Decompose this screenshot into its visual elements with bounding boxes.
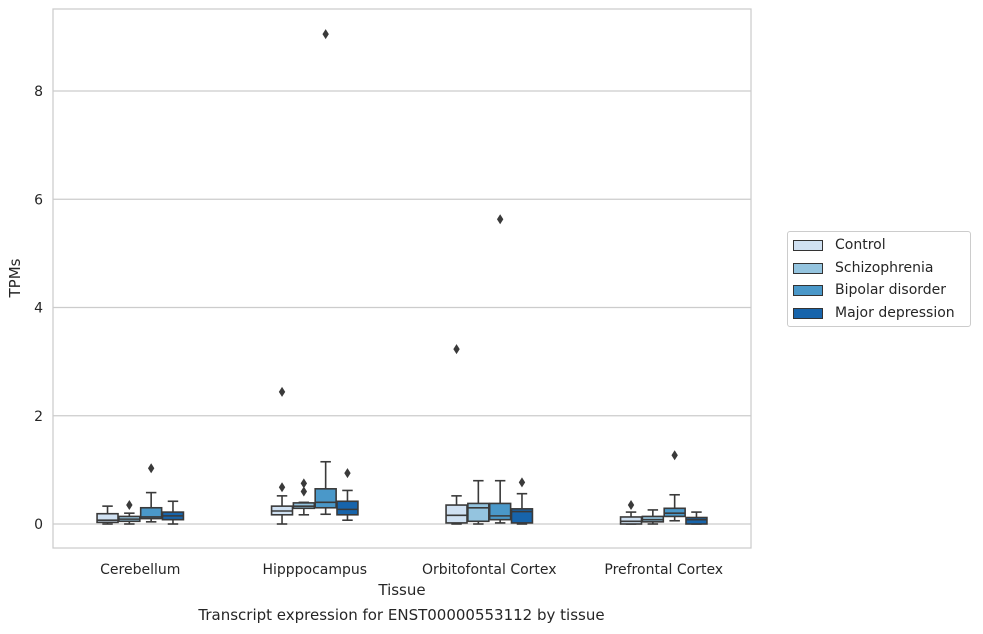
- box-iqr: [336, 500, 359, 516]
- box-schizophrenia: [467, 479, 490, 525]
- y-tick-label: 2: [34, 409, 43, 425]
- legend-item-bipolar-disorder: Bipolar disorder: [793, 280, 946, 300]
- box-outlier: [300, 486, 308, 497]
- y-tick-label: 0: [34, 517, 43, 533]
- box-outlier: [300, 478, 308, 489]
- box-iqr: [139, 506, 163, 520]
- x-axis-label: Tissue: [377, 581, 425, 599]
- x-tick-label: Prefrontal Cortex: [604, 562, 723, 578]
- box-iqr: [619, 516, 643, 525]
- y-tick-labels: 0 2 4 6 8: [34, 84, 43, 533]
- box-iqr: [314, 488, 337, 509]
- box-iqr: [510, 508, 534, 524]
- legend: Control Schizophrenia Bipolar disorder M…: [787, 231, 971, 327]
- box-outlier: [627, 500, 635, 511]
- legend-item-schizophrenia: Schizophrenia: [793, 258, 933, 278]
- y-tick-label: 4: [34, 301, 43, 317]
- box-outlier: [453, 344, 460, 355]
- box-iqr: [96, 512, 119, 524]
- y-axis-label: TPMs: [6, 258, 24, 298]
- box-outlier: [126, 500, 133, 511]
- box-outlier: [278, 386, 286, 397]
- box-major-depression: [161, 500, 185, 525]
- legend-item-control: Control: [793, 235, 886, 255]
- box-outlier: [147, 463, 155, 474]
- legend-swatch-major-depression: [793, 307, 823, 319]
- box-major-depression: [336, 468, 359, 522]
- box-outlier: [496, 214, 504, 225]
- box-series-group: [96, 29, 708, 525]
- box-iqr: [445, 504, 468, 524]
- legend-swatch-control: [793, 239, 823, 251]
- legend-label-major-depression: Major depression: [835, 305, 955, 321]
- plot-frame: [52, 8, 752, 549]
- box-outlier: [518, 477, 526, 488]
- box-schizophrenia: [292, 478, 316, 516]
- y-tick-label: 6: [34, 192, 43, 208]
- box-outlier: [322, 29, 329, 40]
- box-bipolar-disorder: [488, 214, 512, 524]
- chart-caption: Transcript expression for ENST0000055311…: [198, 606, 605, 624]
- box-iqr: [685, 516, 708, 525]
- box-control: [445, 344, 468, 525]
- box-outlier: [671, 450, 678, 461]
- box-control: [619, 500, 643, 525]
- legend-label-control: Control: [835, 237, 886, 253]
- x-tick-label: Cerebellum: [100, 562, 180, 578]
- legend-swatch-bipolar-disorder: [793, 284, 823, 296]
- box-bipolar-disorder: [663, 450, 686, 522]
- x-tick-label: Hipppocampus: [262, 562, 367, 578]
- box-control: [96, 505, 119, 525]
- box-iqr: [663, 507, 686, 518]
- box-major-depression: [510, 477, 534, 525]
- y-tick-label: 8: [34, 84, 43, 100]
- box-iqr: [488, 502, 512, 521]
- box-bipolar-disorder: [314, 29, 337, 516]
- box-outlier: [344, 468, 351, 479]
- box-control: [270, 386, 294, 525]
- legend-swatch-schizophrenia: [793, 262, 823, 274]
- box-schizophrenia: [118, 500, 141, 525]
- box-major-depression: [685, 511, 708, 525]
- plot-background: [53, 9, 751, 548]
- box-schizophrenia: [641, 509, 665, 525]
- x-tick-label: Orbitofontal Cortex: [422, 562, 557, 578]
- legend-label-bipolar-disorder: Bipolar disorder: [835, 282, 947, 298]
- box-outlier: [278, 482, 286, 493]
- x-tick-labels: Cerebellum Hipppocampus Orbitofontal Corte…: [100, 562, 723, 578]
- legend-label-schizophrenia: Schizophrenia: [835, 260, 934, 276]
- legend-item-major-depression: Major depression: [793, 303, 955, 323]
- box-bipolar-disorder: [139, 463, 163, 523]
- box-iqr: [467, 502, 490, 523]
